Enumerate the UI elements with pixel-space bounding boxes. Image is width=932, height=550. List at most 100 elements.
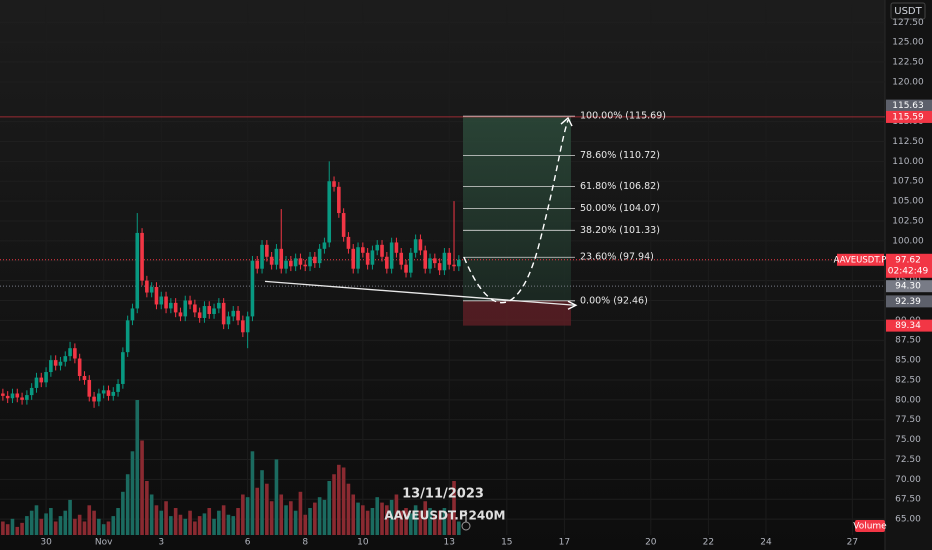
price-tag-label: 89.34 [895, 321, 921, 331]
candle-body [44, 372, 48, 383]
volume-bar [169, 516, 173, 535]
volume-bar [370, 508, 375, 535]
candle-body [34, 377, 39, 388]
candle-body [202, 306, 207, 318]
price-tag-label: 115.59 [892, 112, 924, 122]
candle-body [337, 186, 341, 214]
volume-bar [149, 494, 154, 535]
volume-bar [332, 474, 336, 535]
candle-body [260, 244, 264, 269]
candle-body [1, 393, 5, 396]
volume-bar [409, 513, 413, 535]
volume-bar [452, 481, 456, 535]
volume-bar [188, 510, 192, 535]
fib-label: 0.00% (92.46) [580, 295, 648, 306]
candle-body [265, 244, 269, 257]
y-tick-label: 107.50 [892, 177, 924, 187]
volume-bar [418, 510, 423, 535]
y-tick-label: 75.00 [895, 435, 921, 445]
volume-bar [260, 470, 264, 535]
x-tick-label: 6 [245, 538, 251, 548]
price-tag [886, 295, 932, 308]
volume-bar [92, 510, 96, 535]
candle-body [178, 312, 183, 317]
volume-bar [164, 501, 168, 535]
candle-body [394, 242, 399, 253]
candle-body [428, 258, 432, 269]
fib-label: 61.80% (106.82) [580, 181, 660, 192]
volume-bar [385, 505, 389, 535]
volume-bar [73, 518, 77, 535]
y-tick-label: 120.00 [892, 77, 924, 87]
candle-body [375, 244, 380, 251]
candle-body [5, 395, 10, 399]
candle-body [437, 263, 442, 271]
candle-body [274, 248, 279, 265]
volume-bar [457, 521, 461, 535]
volume-bar [447, 513, 452, 535]
candle-body [130, 308, 135, 321]
candle-body [250, 260, 255, 317]
volume-bar [159, 510, 164, 535]
candle-body [221, 302, 226, 325]
candle-body [82, 376, 87, 380]
candle-body [457, 259, 461, 267]
price-tag [886, 253, 932, 278]
volume-bar [394, 494, 399, 535]
volume-bar [140, 440, 144, 535]
candle-body [169, 302, 173, 309]
candle-body [58, 361, 63, 366]
volume-bar [351, 494, 356, 535]
candle-body [106, 390, 111, 396]
candle-body [447, 252, 452, 265]
candle-body [236, 310, 240, 321]
trend-line [264, 280, 576, 306]
volume-bar [293, 510, 298, 535]
candle-body [356, 247, 360, 269]
volume-bar [231, 516, 236, 535]
candle-body [111, 391, 116, 396]
volume-bar [274, 459, 279, 535]
fib-label: 78.60% (110.72) [580, 150, 660, 161]
y-tick-label: 105.00 [892, 197, 924, 207]
volume-bar [82, 521, 87, 535]
candle-body [226, 316, 231, 325]
price-tag-label: 92.39 [895, 297, 921, 307]
volume-bar [308, 508, 312, 535]
candle-body [159, 296, 164, 305]
y-tick-label: 127.50 [892, 18, 924, 28]
volume-bar [111, 516, 116, 535]
watermark-symbol: AAVEUSDT.P [384, 509, 468, 523]
volume-bar [130, 451, 135, 535]
currency: USDT [894, 6, 922, 17]
volume-bar [241, 494, 245, 535]
candle-body [442, 252, 447, 271]
volume-bar [298, 491, 303, 535]
volume-bar [106, 521, 111, 535]
candle-body [197, 312, 202, 318]
y-tick-label: 82.50 [895, 375, 921, 385]
x-tick-label: 17 [559, 538, 570, 548]
volume-bar [10, 518, 15, 535]
watermark-interval: 240M [469, 509, 506, 523]
candle-body [87, 379, 92, 397]
volume-bar [173, 508, 178, 535]
candle-body [452, 264, 456, 267]
volume-bar [265, 483, 269, 535]
x-tick-label: 24 [760, 538, 772, 548]
price-tag-label: 115.63 [892, 101, 924, 111]
x-tick-label: 10 [357, 538, 369, 548]
volume-bar [404, 508, 408, 535]
volume-bar [341, 467, 346, 535]
candle-body [207, 306, 212, 315]
volume-bar [202, 513, 207, 535]
volume-bar [442, 508, 447, 535]
volume-bar [58, 516, 63, 535]
volume-bar [356, 502, 360, 535]
y-tick-label: 77.50 [895, 415, 921, 425]
volume-bar [245, 497, 250, 535]
price-tag [886, 110, 932, 123]
candle-body [212, 308, 216, 315]
volume-bar [49, 508, 53, 535]
volume-bar [53, 521, 58, 535]
